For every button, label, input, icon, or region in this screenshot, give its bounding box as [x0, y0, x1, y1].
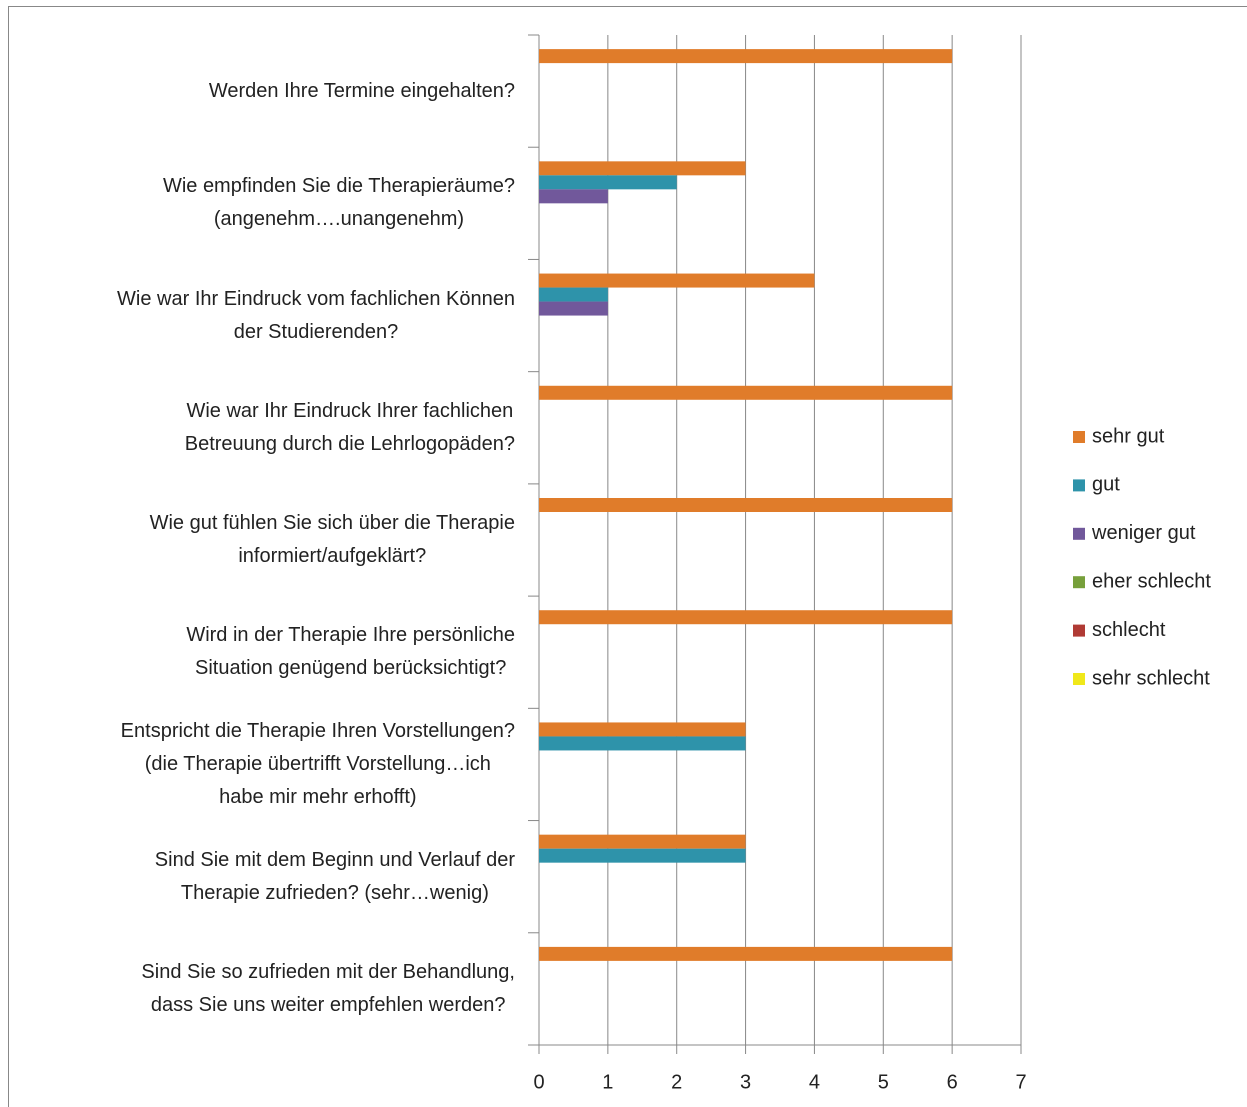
legend-swatch [1073, 576, 1085, 589]
y-tick-label: Wie empfinden Sie die Therapieräume? (an… [162, 175, 515, 231]
bar [539, 273, 815, 288]
bar [539, 722, 746, 737]
x-tick-label: 7 [1015, 1071, 1026, 1093]
x-tick-label: 0 [533, 1071, 544, 1093]
x-tick-label: 4 [809, 1071, 820, 1093]
category-label-box: Sind Sie so zufrieden mit der Behandlung… [141, 933, 515, 1045]
category-label-box: Wie gut fühlen Sie sich über die Therapi… [150, 484, 515, 596]
y-tick-label: Wie war Ihr Eindruck Ihrer fachlichen Be… [184, 399, 515, 455]
legend-swatch [1073, 527, 1085, 540]
legend-label: schlecht [1092, 619, 1166, 641]
category-label-box: Wird in der Therapie Ihre persönliche Si… [186, 596, 515, 708]
bar [539, 946, 953, 961]
legend-swatch [1073, 431, 1085, 443]
bar [539, 736, 746, 751]
legend-label: sehr schlecht [1092, 667, 1210, 689]
category-label-box: Werden Ihre Termine eingehalten? [209, 35, 515, 147]
bar [539, 301, 608, 316]
legend-label: gut [1092, 474, 1120, 496]
category-label-box: Wie war Ihr Eindruck Ihrer fachlichen Be… [185, 372, 515, 484]
y-tick-label: Wie war Ihr Eindruck vom fachlichen Könn… [117, 287, 515, 343]
x-tick-label: 5 [878, 1071, 889, 1093]
category-label-box: Wie empfinden Sie die Therapieräume? (an… [163, 147, 515, 259]
bar [539, 848, 746, 863]
category-label-box: Wie war Ihr Eindruck vom fachlichen Könn… [117, 259, 515, 371]
bar [539, 610, 953, 625]
legend-swatch [1073, 479, 1085, 492]
y-tick-label: Werden Ihre Termine eingehalten? [208, 79, 515, 102]
x-tick-label: 6 [947, 1071, 958, 1093]
legend-swatch [1073, 624, 1085, 637]
x-tick-label: 2 [671, 1071, 682, 1093]
x-tick-label: 1 [602, 1071, 613, 1093]
legend-label: sehr gut [1092, 425, 1165, 447]
bar [539, 287, 608, 302]
bar [539, 175, 677, 190]
x-tick-label: 3 [740, 1071, 751, 1093]
y-tick-label: Sind Sie so zufrieden mit der Behandlung… [141, 960, 515, 1016]
legend-label: eher schlecht [1092, 570, 1211, 592]
bar [539, 834, 746, 849]
legend-label: weniger gut [1091, 522, 1196, 544]
y-tick-label: Sind Sie mit dem Beginn und Verlauf der … [154, 848, 515, 904]
category-label-box: Entspricht die Therapie Ihren Vorstellun… [121, 708, 515, 820]
y-tick-label: Wird in der Therapie Ihre persönliche Si… [186, 624, 515, 680]
bar [539, 189, 608, 204]
category-label-box: Sind Sie mit dem Beginn und Verlauf der … [155, 821, 515, 933]
y-tick-label: Wie gut fühlen Sie sich über die Therapi… [149, 511, 515, 567]
legend-swatch [1073, 673, 1085, 685]
bar [539, 49, 953, 64]
chart-frame [8, 6, 1247, 1107]
bar [539, 385, 953, 400]
y-tick-label: Entspricht die Therapie Ihren Vorstellun… [120, 719, 515, 808]
bar [539, 161, 746, 176]
bar [539, 498, 953, 512]
